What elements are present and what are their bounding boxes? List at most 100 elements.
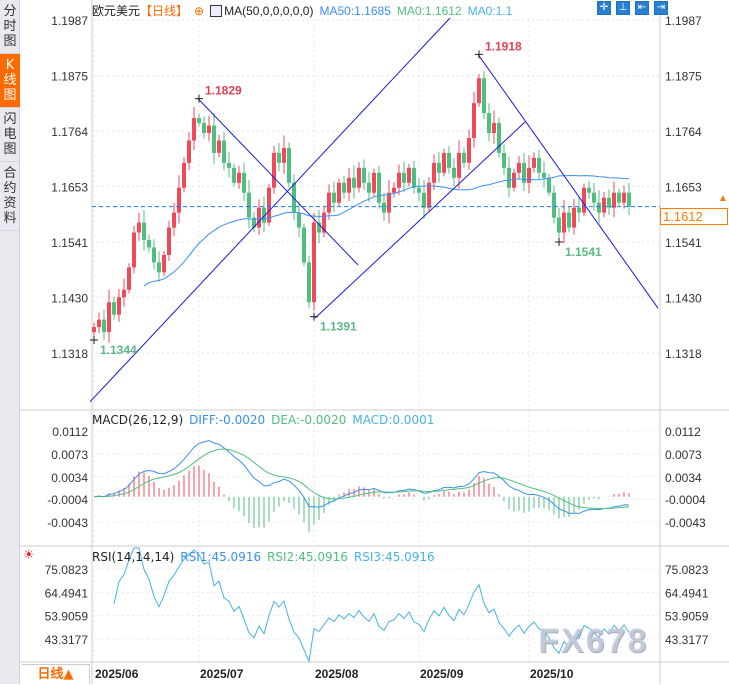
macd-tick-right: 0.0034 [665, 471, 702, 485]
candle-body [437, 162, 441, 173]
candle-body [397, 172, 401, 188]
ma-settings-icon[interactable] [210, 5, 223, 17]
rsi-tick-right: 53.9059 [665, 610, 709, 624]
candle-body [392, 187, 396, 193]
rsi-tick-right: 43.3177 [665, 633, 709, 647]
candle-body [382, 202, 386, 213]
candle-body [107, 302, 111, 333]
rsi-label: RSI(14,14,14) [92, 550, 175, 564]
candle-body [197, 118, 201, 124]
trendline [477, 54, 659, 309]
sidebar-tab-2[interactable]: 闪电图 [0, 108, 20, 162]
candle-body [482, 78, 486, 114]
candle-body [447, 152, 451, 168]
candle-body [457, 152, 461, 178]
y-tick-label-right: 1.1541 [665, 236, 702, 250]
rsi1-value: RSI1:45.0916 [180, 550, 262, 564]
macd-tick-right: 0.0112 [665, 425, 701, 439]
candle-body [582, 187, 586, 213]
candle-body [132, 232, 136, 268]
period-label[interactable]: 【日线】 [140, 4, 189, 18]
candle-body [307, 262, 311, 303]
sun-indicator-icon[interactable]: ☀ [23, 548, 35, 563]
candle-body [317, 222, 321, 233]
candle-body [112, 302, 116, 315]
step-back-icon[interactable]: ⇤ [635, 1, 649, 15]
candle-body [497, 123, 501, 153]
y-tick-label-right: 1.1318 [665, 347, 702, 361]
candle-body [417, 187, 421, 193]
candle-body [192, 118, 196, 141]
rsi-tick-left: 75.0823 [45, 563, 89, 577]
candle-body [452, 167, 456, 178]
candle-body [212, 125, 216, 153]
symbol-name: 欧元美元 [92, 4, 141, 18]
rsi-tick-right: 75.0823 [665, 563, 709, 577]
y-tick-label-left: 1.1875 [51, 70, 88, 84]
candle-body [572, 207, 576, 228]
candle-body [442, 152, 446, 173]
fit-range-icon[interactable]: ⊥ [616, 1, 630, 15]
y-tick-label-right: 1.1430 [665, 291, 702, 305]
sidebar-tab-0[interactable]: 分时图 [0, 0, 20, 54]
scroll-up-icon[interactable]: ▲ [718, 193, 728, 204]
trendline [89, 17, 451, 403]
macd-tick-left: -0.0004 [47, 493, 88, 507]
candle-body [227, 162, 231, 168]
period-selector[interactable]: 日线▲ [22, 664, 90, 684]
x-tick-label: 2025/06 [95, 667, 139, 681]
crosshair-icon[interactable]: ✛ [597, 1, 611, 15]
candle-body [527, 167, 531, 183]
sidebar: 分时图 K线图 闪电图 合约资料 [0, 0, 20, 684]
candle-body [592, 192, 596, 203]
candle-body [222, 140, 226, 163]
crosshair-target-icon[interactable]: ⊕ [194, 4, 205, 18]
y-tick-label-left: 1.1430 [51, 291, 88, 305]
macd-tick-right: -0.0043 [665, 516, 706, 530]
candle-body [472, 103, 476, 138]
extreme-marker [90, 336, 98, 345]
candle-body [347, 177, 351, 193]
candle-body [302, 227, 306, 263]
candle-body [102, 319, 106, 333]
candle-body [187, 140, 191, 163]
x-tick-label: 2025/10 [530, 667, 574, 681]
macd-diff: DIFF:-0.0020 [189, 413, 266, 427]
candle-body [552, 192, 556, 218]
candle-body [117, 297, 121, 315]
macd-dea-line [93, 448, 630, 509]
candle-body [607, 197, 611, 208]
candle-body [512, 172, 516, 188]
extreme-marker [195, 94, 203, 103]
x-tick-label: 2025/08 [315, 667, 359, 681]
rsi-tick-left: 53.9059 [45, 610, 89, 624]
candle-body [597, 202, 601, 213]
candle-body [92, 327, 96, 333]
candle-body [157, 262, 161, 273]
jump-latest-icon[interactable]: ⇥ [654, 1, 668, 15]
candle-body [362, 167, 366, 183]
sidebar-tab-3[interactable]: 合约资料 [0, 162, 20, 231]
candle-body [617, 192, 621, 203]
candle-body [462, 152, 466, 163]
y-tick-label-right: 1.1653 [665, 180, 702, 194]
macd-dea: DEA:-0.0020 [271, 413, 347, 427]
candle-body [182, 162, 186, 188]
candle-body [252, 217, 256, 228]
candle-body [557, 217, 561, 233]
trendline [314, 121, 526, 319]
candle-body [272, 152, 276, 188]
y-tick-label-right: 1.1875 [665, 70, 702, 84]
chart-toolbar: ✛ ⊥ ⇤ ⇥ [597, 1, 668, 15]
y-tick-label-left: 1.1541 [51, 236, 88, 250]
candle-body [542, 172, 546, 178]
candle-body [267, 187, 271, 223]
candle-body [467, 137, 471, 163]
rsi-header: RSI(14,14,14) RSI1:45.0916 RSI2:45.0916 RSI… [92, 550, 441, 564]
sidebar-tab-1[interactable]: K线图 [0, 54, 20, 108]
candle-body [327, 192, 331, 213]
candle-body [127, 267, 131, 290]
candle-body [142, 222, 146, 241]
candle-body [282, 147, 286, 163]
